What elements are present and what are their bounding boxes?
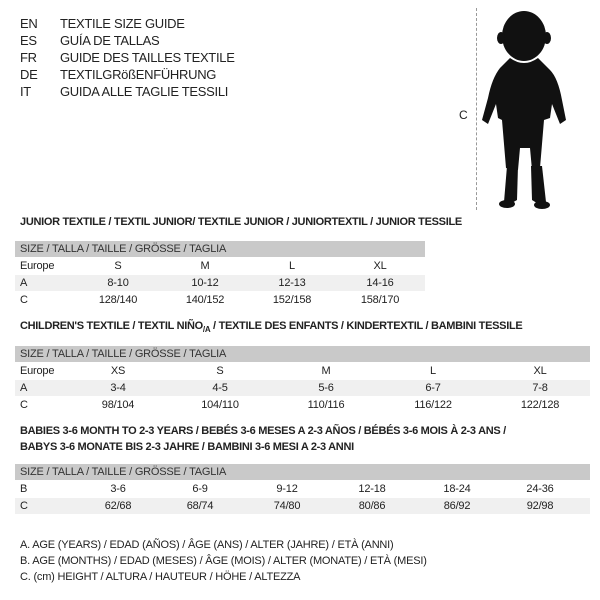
height-measure-label: C [459,108,468,122]
table-cell: 128/140 [98,294,138,306]
table-cell: 158/170 [360,294,400,306]
table-cell: 110/116 [307,399,345,411]
table-cell: 152/158 [272,294,312,306]
junior-section-title: JUNIOR TEXTILE / TEXTIL JUNIOR/ TEXTILE … [20,216,462,228]
table-cell: XL [373,260,387,272]
table-cell: 12-13 [278,277,306,289]
table-cell: 140/152 [185,294,225,306]
table-cell: 104/110 [201,399,239,411]
table-cell: XL [533,365,547,377]
children-section-title: CHILDREN'S TEXTILE / TEXTIL NIÑO/A / TEX… [20,320,523,335]
table-cell: 9-12 [276,483,298,495]
row-label: C [20,294,28,306]
children-size-table: SIZE / TALLA / TAILLE / GRÖSSE / TAGLIA … [15,346,590,413]
child-silhouette-icon [482,11,566,209]
table-cell: 10-12 [191,277,219,289]
table-cell: 12-18 [358,483,386,495]
table-cell: 122/128 [520,399,560,411]
row-label: A [20,382,28,394]
lang-title: GUIDE DES TAILLES TEXTILE [60,50,235,65]
height-measure-line [476,8,477,210]
lang-code: EN [20,16,38,31]
table-row: Europe XS S M L XL [15,363,590,379]
table-cell: 92/98 [526,500,554,512]
lang-en: EN TEXTILE SIZE GUIDE [20,16,185,32]
table-cell: 5-6 [318,382,334,394]
title-text: CHILDREN'S TEXTILE / TEXTIL NIÑO [20,320,203,332]
table-cell: L [289,260,295,272]
table-row: C 62/68 68/74 74/80 80/86 86/92 92/98 [15,498,590,514]
row-label: Europe [20,365,55,377]
lang-title: GUÍA DE TALLAS [60,33,160,48]
table-cell: 86/92 [443,500,471,512]
row-label: A [20,277,28,289]
legend-c: C. (cm) HEIGHT / ALTURA / HAUTEUR / HÖHE… [20,571,301,583]
table-cell: 98/104 [101,399,135,411]
legend-a: A. AGE (YEARS) / EDAD (AÑOS) / ÂGE (ANS)… [20,539,394,551]
table-cell: M [200,260,210,272]
table-cell: 3-4 [110,382,126,394]
row-label: Europe [20,260,55,272]
title-subscript: /A [202,325,211,335]
table-row: B 3-6 6-9 9-12 12-18 18-24 24-36 [15,481,590,497]
table-header: SIZE / TALLA / TAILLE / GRÖSSE / TAGLIA [15,464,590,480]
table-cell: 68/74 [186,500,214,512]
table-row: C 128/140 140/152 152/158 158/170 [15,292,425,308]
table-cell: S [216,365,224,377]
legend-b: B. AGE (MONTHS) / EDAD (MESES) / ÂGE (MO… [20,555,427,567]
table-cell: 18-24 [443,483,471,495]
table-row: Europe S M L XL [15,258,425,274]
table-header: SIZE / TALLA / TAILLE / GRÖSSE / TAGLIA [15,346,590,362]
lang-fr: FR GUIDE DES TAILLES TEXTILE [20,50,235,66]
table-cell: 4-5 [212,382,228,394]
table-cell: S [114,260,122,272]
title-text: / TEXTILE DES ENFANTS / KINDERTEXTIL / B… [210,320,523,332]
table-cell: 80/86 [358,500,386,512]
babies-section-title-line1: BABIES 3-6 MONTH TO 2-3 YEARS / BEBÉS 3-… [20,425,506,437]
table-row: A 8-10 10-12 12-13 14-16 [15,275,425,291]
lang-title: TEXTILE SIZE GUIDE [60,16,185,31]
table-cell: XS [110,365,126,377]
table-cell: 24-36 [526,483,554,495]
table-cell: 74/80 [273,500,301,512]
row-label: B [20,483,28,495]
lang-title: GUIDA ALLE TAGLIE TESSILI [60,84,229,99]
babies-size-table: SIZE / TALLA / TAILLE / GRÖSSE / TAGLIA … [15,464,590,514]
table-cell: 62/68 [104,500,132,512]
row-label: C [20,500,28,512]
lang-de: DE TEXTILGRößENFÜHRUNG [20,67,216,83]
table-cell: 8-10 [107,277,129,289]
lang-es: ES GUÍA DE TALLAS [20,33,160,49]
lang-it: IT GUIDA ALLE TAGLIE TESSILI [20,84,228,100]
junior-size-table: SIZE / TALLA / TAILLE / GRÖSSE / TAGLIA … [15,241,425,308]
lang-title: TEXTILGRößENFÜHRUNG [60,67,217,82]
lang-code: IT [20,84,31,99]
table-cell: 116/122 [414,399,452,411]
table-cell: 6-7 [425,382,441,394]
table-cell: 7-8 [532,382,548,394]
table-cell: M [321,365,331,377]
table-row: A 3-4 4-5 5-6 6-7 7-8 [15,380,590,396]
table-cell: L [430,365,436,377]
table-header: SIZE / TALLA / TAILLE / GRÖSSE / TAGLIA [15,241,425,257]
table-cell: 6-9 [192,483,208,495]
table-row: C 98/104 104/110 110/116 116/122 122/128 [15,397,590,413]
lang-code: FR [20,50,37,65]
table-cell: 14-16 [366,277,394,289]
row-label: C [20,399,28,411]
table-cell: 3-6 [110,483,126,495]
lang-code: ES [20,33,37,48]
babies-section-title-line2: BABYS 3-6 MONATE BIS 2-3 JAHRE / BAMBINI… [20,441,354,453]
lang-code: DE [20,67,38,82]
